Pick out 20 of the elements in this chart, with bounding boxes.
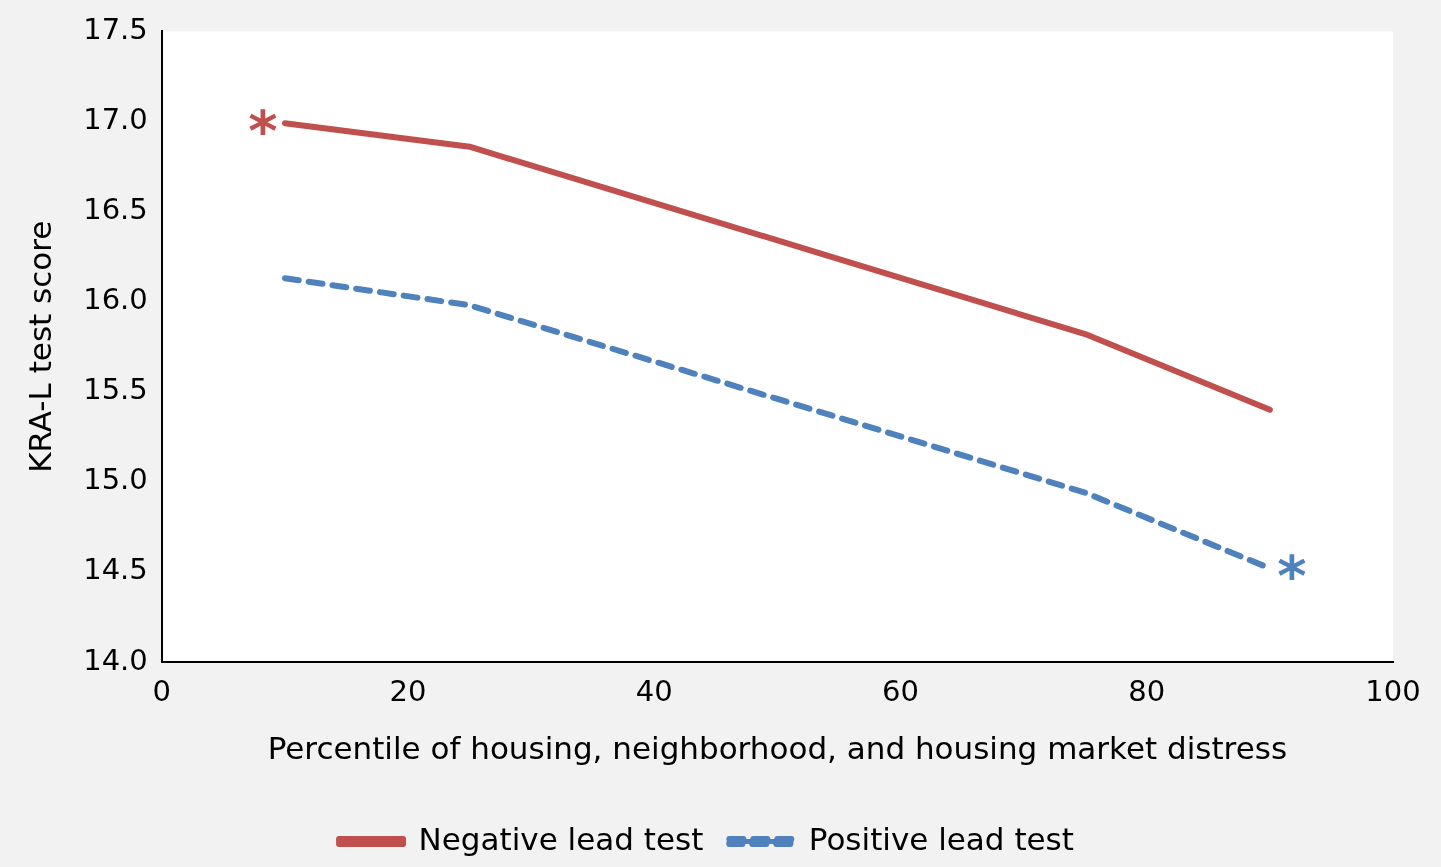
x-tick-label: 60 <box>882 673 919 708</box>
y-tick-label: 15.5 <box>83 372 148 407</box>
x-axis-title: Percentile of housing, neighborhood, and housing market distress <box>267 730 1288 767</box>
x-tick-label: 80 <box>1128 673 1166 708</box>
x-tick-label: 40 <box>635 673 673 708</box>
legend-label: Positive lead test <box>808 820 1074 857</box>
y-tick-label: 14.5 <box>83 552 148 587</box>
x-tick-label: 0 <box>152 673 171 708</box>
y-tick-label: 14.0 <box>83 642 148 677</box>
y-axis-title: KRA-L test score <box>21 220 58 473</box>
annotation: * <box>1277 542 1307 608</box>
y-tick-label: 16.0 <box>83 282 148 317</box>
y-tick-label: 17.0 <box>83 102 148 137</box>
x-tick-label: 20 <box>389 673 427 708</box>
annotation: * <box>248 97 278 163</box>
y-tick-label: 16.5 <box>83 192 148 227</box>
y-tick-label: 17.5 <box>83 11 148 46</box>
x-tick-label: 100 <box>1365 673 1421 708</box>
legend-label: Negative lead test <box>418 820 704 857</box>
y-tick-label: 15.0 <box>83 462 148 497</box>
